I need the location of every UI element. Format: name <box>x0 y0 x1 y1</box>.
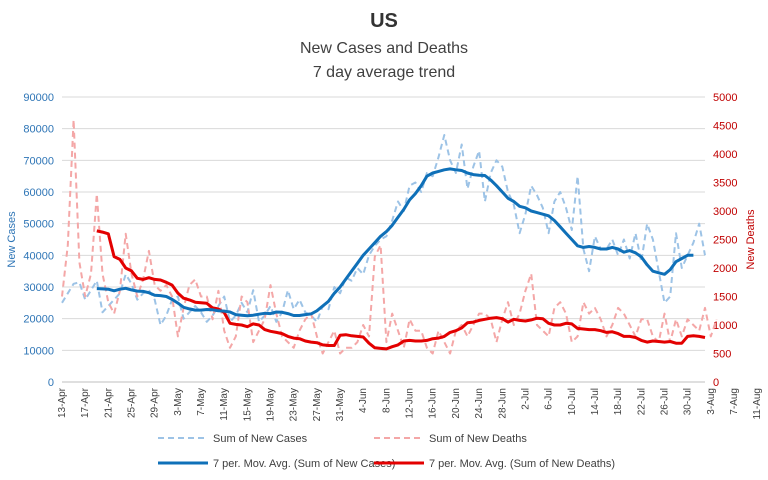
left-tick-label: 20000 <box>23 314 54 326</box>
x-tick-label: 23-May <box>289 388 300 421</box>
series-line-7-per-mov-avg-sum-of-new-cases <box>96 167 694 318</box>
right-tick-label: 1500 <box>713 292 737 304</box>
left-tick-label: 50000 <box>23 219 54 231</box>
left-axis-title: New Cases <box>6 211 18 268</box>
x-tick-label: 12-Jun <box>405 388 416 419</box>
x-tick-label: 7-Aug <box>729 388 740 415</box>
x-tick-label: 18-Jul <box>613 388 624 415</box>
x-tick-label: 21-Apr <box>103 387 114 418</box>
legend-label: Sum of New Cases <box>213 433 308 445</box>
chart-subtitle-1: New Cases and Deaths <box>299 40 469 57</box>
x-tick-label: 27-May <box>312 388 323 421</box>
x-tick-label: 14-Jul <box>590 388 601 415</box>
series-lines <box>61 118 718 355</box>
series-line-sum-of-new-deaths <box>61 118 718 355</box>
legend-label: 7 per. Mov. Avg. (Sum of New Deaths) <box>429 458 615 470</box>
right-tick-label: 3000 <box>713 206 737 218</box>
left-axis: 0 10000 20000 30000 40000 50000 60000 70000 8000… <box>6 92 54 389</box>
x-tick-label: 10-Jul <box>567 388 578 415</box>
series-line-7-per-mov-avg-sum-of-new-deaths <box>96 229 706 351</box>
left-tick-label: 60000 <box>23 187 54 199</box>
x-tick-label: 11-Aug <box>752 388 763 420</box>
x-tick-label: 30-Jul <box>683 388 694 415</box>
right-tick-label: 1000 <box>713 320 737 332</box>
x-tick-label: 19-May <box>266 388 277 421</box>
legend-label: 7 per. Mov. Avg. (Sum of New Cases) <box>213 458 395 470</box>
x-tick-label: 3-Aug <box>706 388 717 415</box>
x-tick-label: 4-Jun <box>358 388 369 413</box>
right-axis: 0 500 1000 1500 2000 2500 3000 3500 4000 4500 5000… <box>713 92 757 389</box>
x-tick-label: 15-May <box>242 388 253 421</box>
x-tick-label: 17-Apr <box>80 387 91 418</box>
left-tick-label: 10000 <box>23 345 54 357</box>
x-tick-label: 16-Jun <box>428 388 439 419</box>
gridlines <box>62 96 705 351</box>
right-tick-label: 0 <box>713 377 719 389</box>
x-tick-label: 7-May <box>196 388 207 416</box>
x-axis: 13-Apr 17-Apr 21-Apr 25-Apr 29-Apr 3-May 7-May… <box>57 381 763 421</box>
x-tick-label: 24-Jun <box>474 388 485 419</box>
x-tick-label: 25-Apr <box>127 387 138 418</box>
right-tick-label: 5000 <box>713 92 737 104</box>
x-tick-label: 29-Apr <box>150 387 161 418</box>
right-tick-label: 4500 <box>713 121 737 133</box>
x-tick-label: 13-Apr <box>57 387 68 418</box>
right-tick-label: 500 <box>713 349 731 361</box>
right-tick-label: 2000 <box>713 263 737 275</box>
x-tick-label: 20-Jun <box>451 388 462 419</box>
left-tick-label: 0 <box>48 377 54 389</box>
left-tick-label: 80000 <box>23 124 54 136</box>
chart-title: US <box>370 10 398 32</box>
right-tick-label: 4000 <box>713 149 737 161</box>
left-tick-label: 40000 <box>23 250 54 262</box>
legend-label: Sum of New Deaths <box>429 433 527 445</box>
left-tick-label: 90000 <box>23 92 54 104</box>
x-tick-label: 31-May <box>335 388 346 421</box>
x-tick-label: 22-Jul <box>636 388 647 415</box>
right-axis-title: New Deaths <box>745 209 757 269</box>
chart-subtitle-2: 7 day average trend <box>312 64 456 81</box>
x-tick-label: 8-Jun <box>381 388 392 413</box>
right-tick-label: 2500 <box>713 235 737 247</box>
left-tick-label: 70000 <box>23 155 54 167</box>
right-tick-label: 3500 <box>713 178 737 190</box>
series-line-sum-of-new-cases <box>61 134 706 326</box>
legend: Sum of New Cases Sum of New Deaths 7 per. … <box>158 433 615 470</box>
x-tick-label: 26-Jul <box>659 388 670 415</box>
x-tick-label: 2-Jul <box>520 388 531 410</box>
left-tick-label: 30000 <box>23 282 54 294</box>
x-tick-label: 3-May <box>173 388 184 416</box>
x-tick-label: 28-Jun <box>497 388 508 419</box>
x-tick-label: 6-Jul <box>544 388 555 410</box>
x-tick-label: 11-May <box>219 388 230 421</box>
